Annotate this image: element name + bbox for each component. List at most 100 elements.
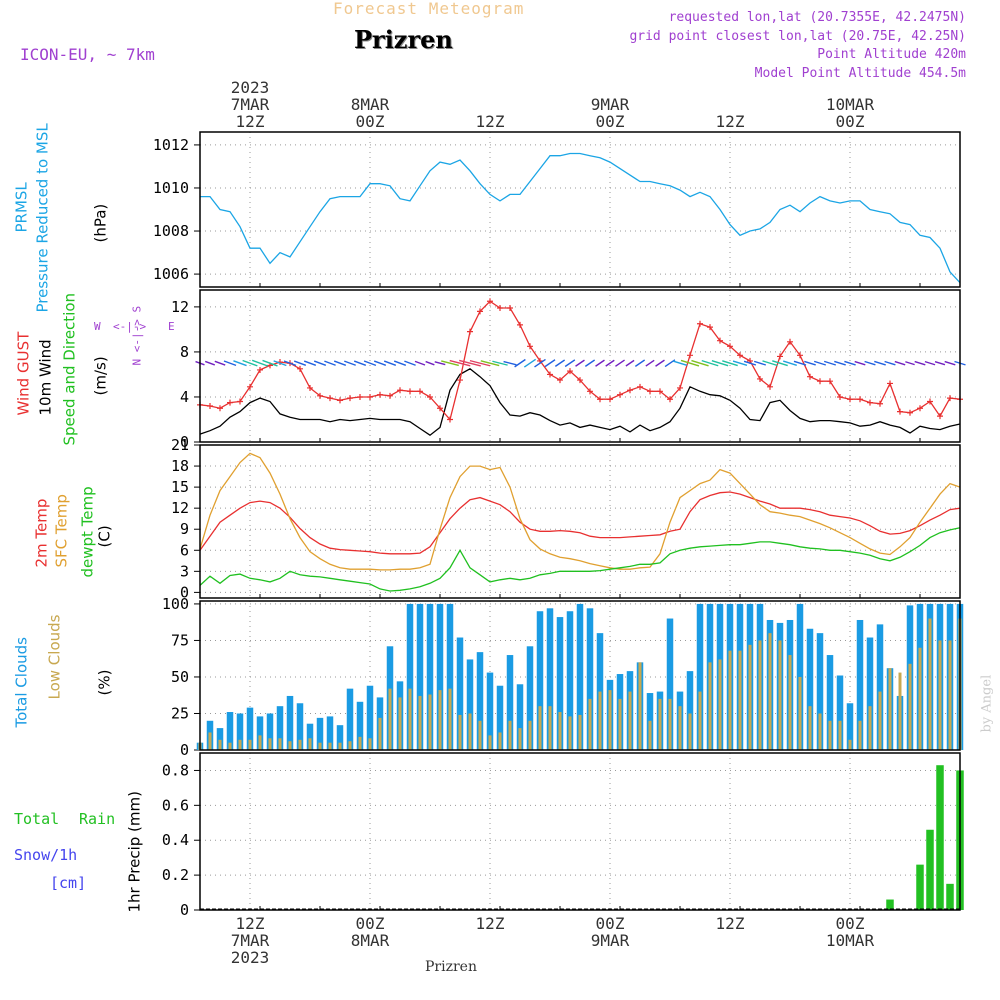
gust-marker bbox=[447, 416, 453, 423]
gust-marker bbox=[377, 391, 383, 398]
y-tick-label: 1008 bbox=[153, 222, 189, 240]
wind-direction-arrow bbox=[204, 360, 216, 366]
total-cloud-bar bbox=[696, 603, 704, 750]
low-cloud-bar bbox=[548, 706, 552, 750]
top-time-label: 7MAR bbox=[231, 95, 270, 114]
total-cloud-bar bbox=[866, 637, 874, 750]
gust-marker bbox=[397, 387, 403, 394]
wind-direction-arrow bbox=[383, 360, 397, 366]
low-cloud-bar bbox=[308, 738, 312, 750]
pressure-panel: 1006 1008 1010 1012 bbox=[153, 131, 961, 288]
bottom-time-label: 10MAR bbox=[826, 931, 875, 950]
wind-direction-arrow bbox=[894, 360, 906, 366]
low-cloud-bar bbox=[678, 706, 682, 750]
y-tick-label: 100 bbox=[162, 595, 189, 613]
total-cloud-bar bbox=[406, 603, 414, 750]
gust-marker bbox=[607, 396, 613, 403]
gust-marker bbox=[357, 393, 363, 400]
gust-marker bbox=[317, 392, 323, 399]
low-cloud-bar bbox=[348, 741, 352, 750]
top-time-label: 00Z bbox=[356, 112, 385, 131]
total-cloud-bar bbox=[256, 716, 264, 750]
total-cloud-bar bbox=[326, 716, 334, 750]
wind-direction-arrow bbox=[313, 360, 327, 366]
temp-2m-line bbox=[199, 491, 961, 555]
gust-marker bbox=[437, 405, 443, 412]
gust-marker bbox=[417, 388, 423, 395]
wind-direction-arrow bbox=[554, 359, 566, 367]
gust-marker bbox=[887, 380, 893, 387]
low-cloud-bar bbox=[708, 662, 712, 750]
low-cloud-bar bbox=[588, 698, 592, 750]
gust-marker bbox=[917, 405, 923, 412]
low-cloud-bar bbox=[378, 717, 382, 750]
low-cloud-bar bbox=[868, 706, 872, 750]
low-cloud-bar bbox=[818, 713, 822, 750]
wind-direction-arrow bbox=[813, 360, 827, 366]
wind-direction-arrow bbox=[303, 360, 317, 366]
gust-marker bbox=[467, 328, 473, 335]
y-tick-label: 1012 bbox=[153, 136, 189, 154]
wind-direction-arrow bbox=[363, 360, 377, 367]
low-cloud-bar bbox=[528, 720, 532, 750]
temperature-panel: 0 3 6 9 12 15 18 21 bbox=[171, 436, 961, 601]
rain-bar bbox=[946, 883, 954, 910]
wind-direction-arrow bbox=[722, 360, 738, 367]
model-altitude: Model Point Altitude 454.5m bbox=[754, 66, 966, 81]
wind-direction-arrow bbox=[503, 360, 517, 366]
wind-direction-arrow bbox=[934, 360, 946, 366]
wind-direction-arrow bbox=[615, 359, 625, 367]
gust-marker bbox=[507, 305, 513, 312]
rain-bar bbox=[926, 829, 934, 910]
total-cloud-bar bbox=[856, 619, 864, 750]
gust-marker bbox=[697, 320, 703, 327]
low-cloud-bar bbox=[258, 735, 262, 750]
wind-direction-arrow bbox=[434, 361, 446, 366]
bottom-time-label: 00Z bbox=[356, 914, 385, 933]
wind-direction-arrow bbox=[449, 359, 471, 367]
gust-marker bbox=[367, 393, 373, 400]
low-cloud-bar bbox=[538, 706, 542, 750]
gust-marker bbox=[787, 338, 793, 345]
low-cloud-bar bbox=[218, 739, 222, 750]
wind-direction-arrow bbox=[672, 360, 688, 367]
total-cloud-bar bbox=[346, 688, 354, 750]
low-cloud-bar bbox=[458, 714, 462, 750]
wind-direction-arrow bbox=[441, 360, 459, 367]
wind-direction-arrow bbox=[864, 360, 876, 366]
total-cloud-bar bbox=[276, 706, 284, 750]
gust-marker bbox=[497, 305, 503, 312]
gust-marker bbox=[427, 393, 433, 400]
wind-direction-arrow bbox=[762, 360, 778, 367]
y-tick-label: 50 bbox=[171, 668, 189, 686]
total-cloud-bar bbox=[466, 659, 474, 750]
gust-marker bbox=[627, 387, 633, 394]
gust-marker bbox=[547, 371, 553, 378]
gust-marker bbox=[527, 343, 533, 350]
gust-marker bbox=[557, 377, 563, 384]
y-tick-label: 75 bbox=[171, 631, 189, 649]
y-tick-label: 0 bbox=[180, 901, 189, 919]
wind-direction-arrow bbox=[854, 360, 866, 366]
precip-snow-unit: [cm] bbox=[50, 874, 87, 892]
wind-direction-arrow bbox=[223, 360, 237, 367]
low-cloud-bar bbox=[318, 742, 322, 750]
wind-direction-arrow bbox=[844, 360, 856, 366]
wind-direction-arrow bbox=[783, 360, 797, 366]
pressure-line bbox=[200, 152, 961, 284]
y-tick-label: 6 bbox=[180, 541, 189, 559]
y-tick-label: 0 bbox=[180, 433, 189, 451]
bottom-time-label: 00Z bbox=[836, 914, 865, 933]
low-cloud-bar bbox=[728, 650, 732, 750]
top-time-label: 00Z bbox=[836, 112, 865, 131]
y-tick-label: 4 bbox=[180, 388, 189, 406]
wind-direction-arrow bbox=[924, 360, 936, 366]
wind-direction-arrow bbox=[344, 360, 356, 366]
wind-direction-arrow bbox=[834, 360, 846, 366]
wind-direction-arrow bbox=[605, 359, 615, 367]
gust-marker bbox=[877, 400, 883, 407]
low-cloud-bar bbox=[798, 676, 802, 750]
low-cloud-bar bbox=[658, 698, 662, 750]
wind-direction-arrow bbox=[404, 360, 416, 366]
total-cloud-bar bbox=[246, 707, 254, 750]
